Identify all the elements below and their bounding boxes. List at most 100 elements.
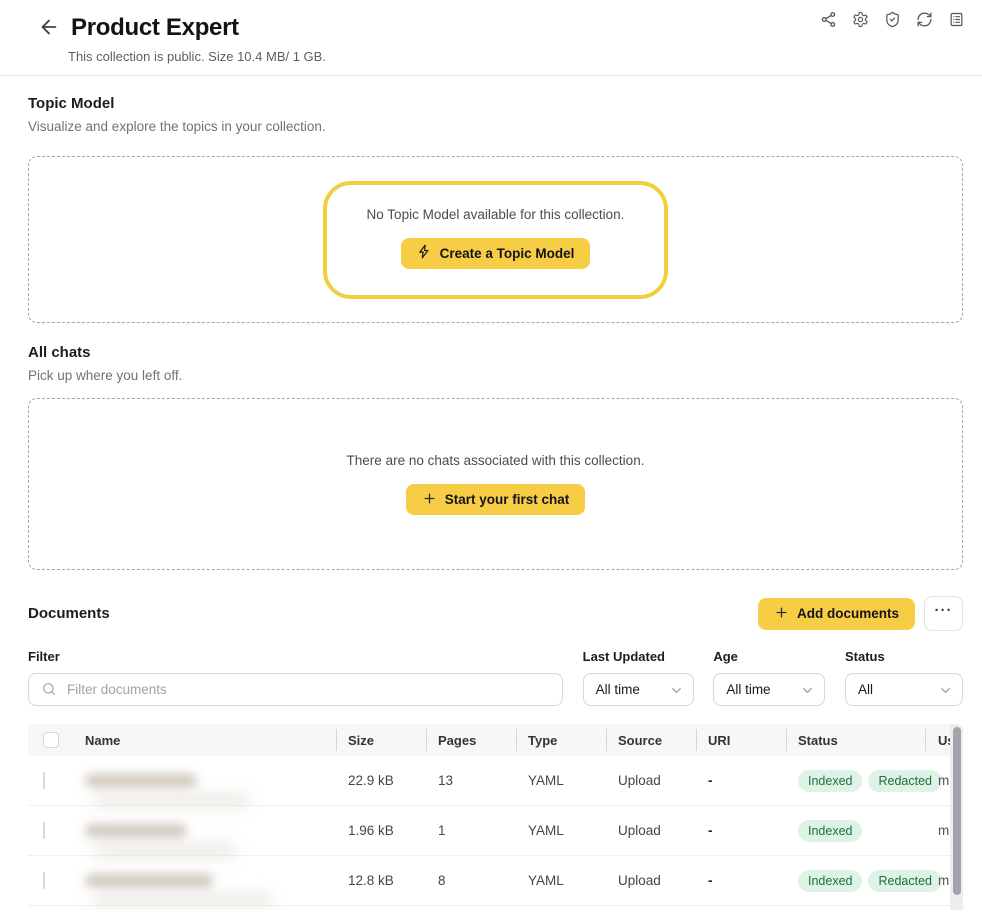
topic-model-empty-panel: No Topic Model available for this collec… xyxy=(28,156,963,323)
highlight-ring: No Topic Model available for this collec… xyxy=(322,180,669,299)
cell-user: mr xyxy=(938,773,954,788)
row-checkbox[interactable] xyxy=(43,822,45,839)
table-scrollbar-track[interactable] xyxy=(950,724,963,910)
column-header-status: Status xyxy=(786,724,925,756)
topic-model-section: Topic Model Visualize and explore the to… xyxy=(28,95,963,323)
cell-uri: - xyxy=(708,873,713,888)
cell-user: mr xyxy=(938,873,954,888)
column-header-type: Type xyxy=(516,724,606,756)
chevron-down-icon xyxy=(800,683,815,698)
all-chats-description: Pick up where you left off. xyxy=(28,368,183,383)
redacted-name-blur xyxy=(85,874,213,887)
status-value: All xyxy=(857,682,873,697)
table-header-row: Name Size Pages Type Source URI Status U… xyxy=(28,724,963,756)
back-button[interactable] xyxy=(36,15,62,41)
age-value: All time xyxy=(726,682,771,697)
start-first-chat-button[interactable]: Start your first chat xyxy=(405,484,586,515)
select-all-checkbox[interactable] xyxy=(43,732,59,748)
last-updated-label: Last Updated xyxy=(582,649,665,664)
column-header-source: Source xyxy=(606,724,696,756)
table-scrollbar-thumb[interactable] xyxy=(952,727,961,895)
collection-main: Topic Model Visualize and explore the to… xyxy=(0,95,982,910)
age-label: Age xyxy=(713,649,738,664)
bolt-icon xyxy=(417,244,432,262)
table-row[interactable]: 12.8 kB 8 YAML Upload - Indexed Redacted… xyxy=(28,856,963,906)
more-options-button[interactable]: ··· xyxy=(924,596,963,631)
topic-model-empty-message: No Topic Model available for this collec… xyxy=(366,206,625,222)
header-actions xyxy=(820,11,965,28)
age-select[interactable]: All time xyxy=(713,673,826,706)
last-updated-select[interactable]: All time xyxy=(582,673,694,706)
create-topic-model-button[interactable]: Create a Topic Model xyxy=(400,237,591,269)
document-name-redacted xyxy=(70,874,336,887)
cell-status: Indexed xyxy=(786,819,925,842)
chevron-down-icon xyxy=(669,683,684,698)
status-select[interactable]: All xyxy=(844,673,963,706)
cell-size: 1.96 kB xyxy=(348,823,394,838)
topic-model-description: Visualize and explore the topics in your… xyxy=(28,119,326,134)
status-badge: Indexed xyxy=(798,869,863,892)
row-checkbox[interactable] xyxy=(43,872,45,889)
chevron-down-icon xyxy=(938,683,953,698)
table-row[interactable]: 22.9 kB 13 YAML Upload - Indexed Redacte… xyxy=(28,756,963,806)
settings-gear-icon[interactable] xyxy=(852,11,869,28)
filter-group: Filter xyxy=(28,649,563,706)
add-documents-button[interactable]: Add documents xyxy=(757,597,915,630)
start-first-chat-label: Start your first chat xyxy=(444,492,570,507)
column-header-uri: URI xyxy=(696,724,786,756)
arrow-left-icon xyxy=(38,16,60,41)
collection-header: Product Expert This collection is public… xyxy=(0,0,982,76)
plus-icon xyxy=(774,605,789,623)
collection-subtitle: This collection is public. Size 10.4 MB/… xyxy=(68,49,326,64)
status-badge: Redacted xyxy=(868,869,942,892)
last-updated-group: Last Updated All time xyxy=(582,649,694,706)
cell-uri: - xyxy=(708,773,713,788)
filter-label: Filter xyxy=(28,649,60,664)
status-badge: Indexed xyxy=(798,769,863,792)
cell-pages: 8 xyxy=(438,873,446,888)
document-name-redacted xyxy=(70,824,336,837)
chats-empty-message: There are no chats associated with this … xyxy=(346,453,645,468)
shield-check-icon[interactable] xyxy=(884,11,901,28)
create-topic-model-label: Create a Topic Model xyxy=(439,245,575,261)
cell-size: 12.8 kB xyxy=(348,873,394,888)
document-name-redacted xyxy=(70,774,336,787)
topic-model-heading: Topic Model xyxy=(28,95,115,112)
add-documents-label: Add documents xyxy=(796,606,899,621)
cell-status: Indexed Redacted xyxy=(786,869,942,892)
cell-user: mr xyxy=(938,823,954,838)
cell-status: Indexed Redacted xyxy=(786,769,942,792)
redacted-name-blur xyxy=(85,824,187,837)
last-updated-value: All time xyxy=(595,682,640,697)
plus-icon xyxy=(422,491,437,509)
cell-type: YAML xyxy=(528,773,564,788)
documents-filter-bar: Filter Last Updated All time xyxy=(28,649,963,706)
report-list-icon[interactable] xyxy=(948,11,965,28)
table-row[interactable]: 1.96 kB 1 YAML Upload - Indexed mr xyxy=(28,806,963,856)
status-badge: Redacted xyxy=(868,769,942,792)
page-title: Product Expert xyxy=(71,14,239,41)
cell-type: YAML xyxy=(528,823,564,838)
chats-empty-panel: There are no chats associated with this … xyxy=(28,398,963,570)
filter-documents-input[interactable] xyxy=(28,673,563,706)
documents-section: Documents Add documents ··· Filter xyxy=(28,596,963,910)
row-checkbox[interactable] xyxy=(43,772,45,789)
redacted-name-blur xyxy=(85,774,197,787)
status-group: Status All xyxy=(844,649,963,706)
column-header-pages: Pages xyxy=(426,724,516,756)
cell-pages: 13 xyxy=(438,773,454,788)
cell-source: Upload xyxy=(618,823,661,838)
all-chats-section: All chats Pick up where you left off. Th… xyxy=(28,344,963,570)
status-badge: Indexed xyxy=(798,819,863,842)
documents-table: Name Size Pages Type Source URI Status U… xyxy=(28,724,963,910)
column-header-size: Size xyxy=(336,724,426,756)
cell-source: Upload xyxy=(618,773,661,788)
share-icon[interactable] xyxy=(820,11,837,28)
cell-size: 22.9 kB xyxy=(348,773,394,788)
cell-pages: 1 xyxy=(438,823,446,838)
age-group: Age All time xyxy=(713,649,826,706)
cell-source: Upload xyxy=(618,873,661,888)
refresh-icon[interactable] xyxy=(916,11,933,28)
status-label: Status xyxy=(844,649,885,664)
column-header-name: Name xyxy=(85,732,121,748)
